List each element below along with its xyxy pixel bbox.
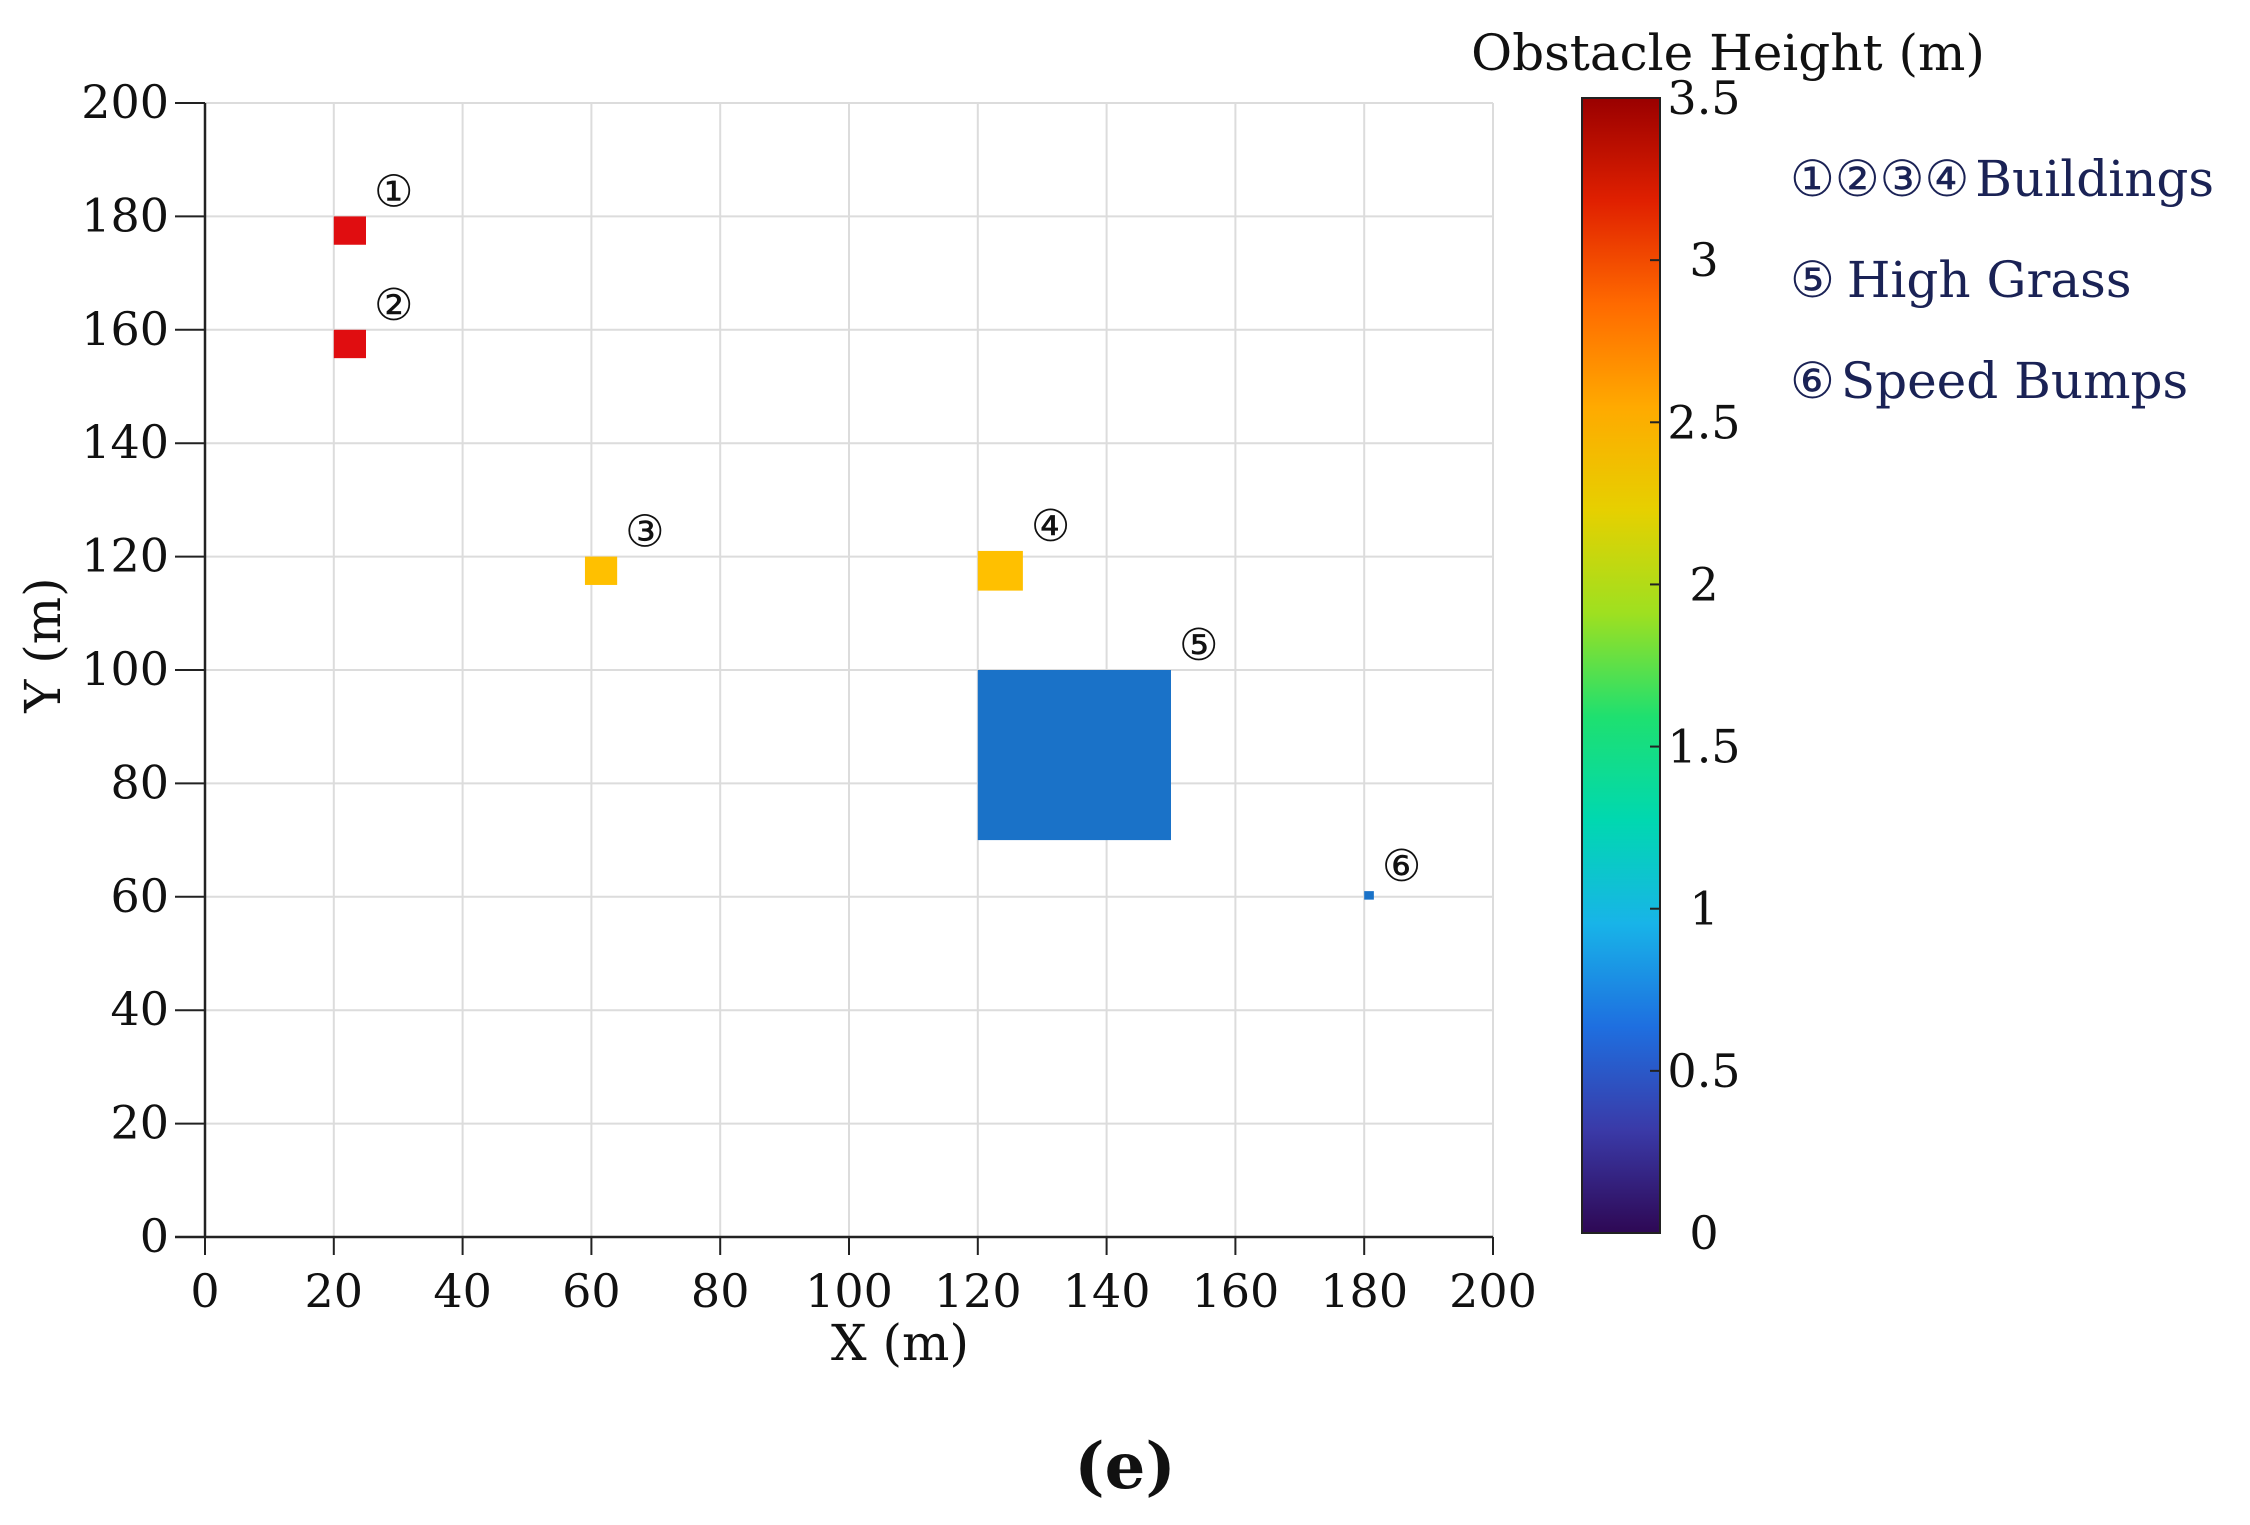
plot-grid	[205, 102, 1494, 1237]
legend-entry-high-grass: ⑤ High Grass	[1790, 251, 2132, 309]
y-axis-label: Y (m)	[14, 577, 72, 713]
obstacle-1	[333, 216, 366, 245]
colorbar	[1581, 97, 1661, 1234]
colorbar-tick-label: 3	[1689, 233, 1718, 287]
legend-markers-speed-bumps: ⑥	[1790, 352, 1835, 410]
obstacle-marker-6: ⑥	[1382, 841, 1421, 892]
x-tick-label: 80	[691, 1264, 750, 1318]
y-tick-label: 60	[110, 869, 169, 923]
legend-markers-buildings: ①②③④	[1790, 150, 1969, 208]
x-tick-label: 60	[562, 1264, 621, 1318]
colorbar-tick-label: 3.5	[1667, 71, 1740, 125]
x-tick-labels: 0 20 40 60 80 100 120 140 160 180 200	[190, 1264, 1537, 1318]
x-tick-label: 120	[934, 1264, 1022, 1318]
colorbar-title: Obstacle Height (m)	[1471, 24, 1985, 82]
obstacle-6	[1364, 891, 1374, 900]
x-tick-label: 100	[805, 1264, 893, 1318]
x-tick-label: 40	[433, 1264, 492, 1318]
obstacle-layer: ① ② ③ ④ ⑤ ⑥	[333, 166, 1421, 900]
y-tick-labels: 0 20 40 60 80 100 120 140 160 180 200	[81, 75, 169, 1263]
y-tick-label: 160	[81, 302, 169, 356]
colorbar-tick-label: 0.5	[1667, 1044, 1740, 1098]
y-tick-label: 100	[81, 642, 169, 696]
obstacle-marker-5: ⑤	[1179, 620, 1218, 671]
obstacle-marker-3: ③	[625, 507, 664, 558]
x-axis-label: X (m)	[831, 1314, 969, 1372]
legend-entry-buildings: ①②③④ Buildings	[1790, 150, 2214, 208]
legend-label-speed-bumps: Speed Bumps	[1841, 352, 2188, 410]
legend-label-high-grass: High Grass	[1847, 251, 2132, 309]
y-tick-label: 180	[81, 188, 169, 242]
legend: ①②③④ Buildings ⑤ High Grass ⑥ Speed Bumps	[1790, 150, 2214, 410]
x-tick-label: 140	[1063, 1264, 1151, 1318]
obstacle-marker-4: ④	[1031, 501, 1070, 552]
colorbar-tick-label: 2	[1689, 557, 1718, 611]
y-tick-label: 200	[81, 75, 169, 129]
obstacle-marker-2: ②	[374, 280, 413, 331]
legend-entry-speed-bumps: ⑥ Speed Bumps	[1790, 352, 2188, 410]
colorbar-tick-label: 2.5	[1667, 395, 1740, 449]
obstacle-3	[584, 556, 618, 585]
y-tick-label: 0	[140, 1209, 169, 1263]
x-tick-label: 200	[1449, 1264, 1537, 1318]
panel-label: (e)	[1074, 1429, 1175, 1504]
x-tick-label: 180	[1320, 1264, 1408, 1318]
obstacle-2	[333, 329, 366, 359]
x-tick-label: 0	[190, 1264, 219, 1318]
obstacle-marker-1: ①	[374, 166, 413, 217]
axes	[175, 102, 1494, 1255]
legend-label-buildings: Buildings	[1975, 150, 2214, 208]
x-tick-label: 160	[1191, 1264, 1279, 1318]
x-tick-label: 20	[305, 1264, 364, 1318]
colorbar-tick-label: 1.5	[1667, 720, 1740, 774]
y-tick-label: 20	[110, 1096, 169, 1150]
colorbar-ticks: 0 0.5 1 1.5 2 2.5 3 3.5	[1650, 71, 1741, 1260]
y-tick-label: 120	[81, 529, 169, 583]
colorbar-tick-label: 1	[1689, 882, 1718, 936]
obstacle-4	[977, 550, 1023, 591]
y-tick-label: 80	[110, 755, 169, 809]
y-tick-label: 40	[110, 982, 169, 1036]
y-tick-label: 140	[81, 415, 169, 469]
legend-markers-high-grass: ⑤	[1790, 251, 1835, 309]
colorbar-tick-label: 0	[1689, 1206, 1718, 1260]
obstacle-5	[977, 670, 1171, 841]
